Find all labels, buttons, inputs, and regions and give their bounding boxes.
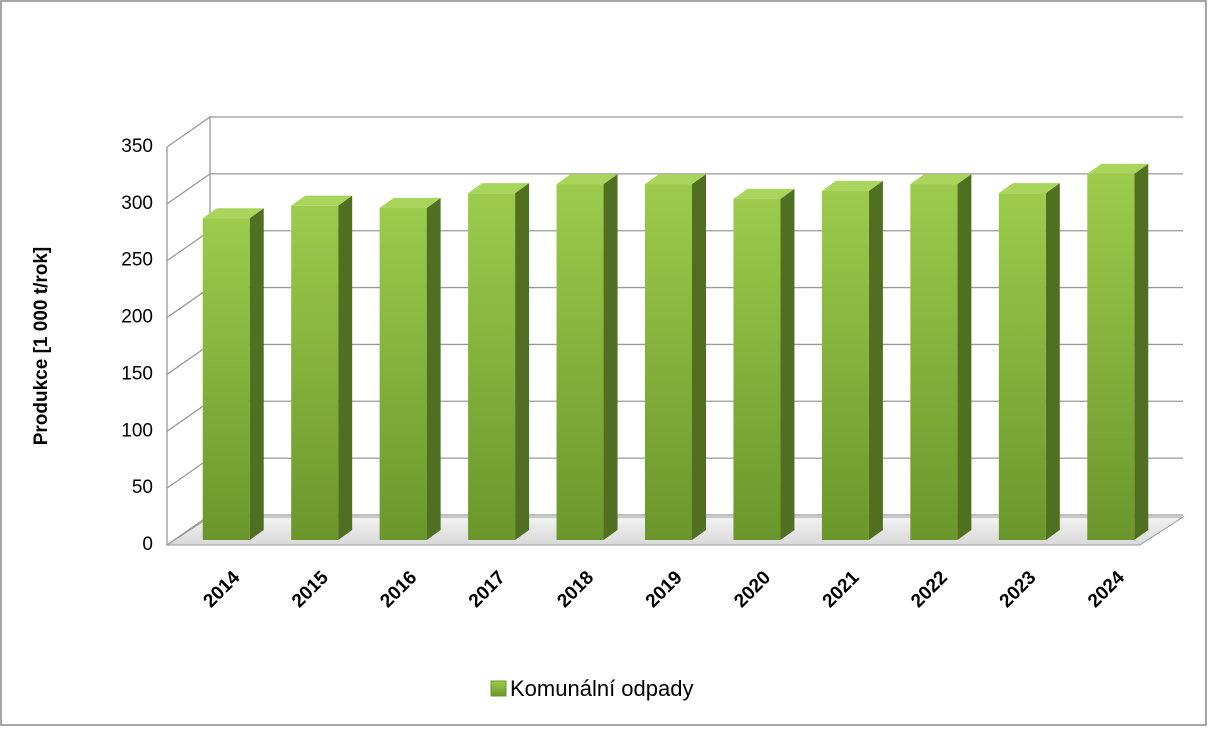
bar-top: [1087, 163, 1149, 174]
bar-front: [821, 190, 869, 540]
bar-top: [202, 208, 264, 219]
bar-side: [780, 188, 795, 540]
bar-front: [1087, 173, 1135, 540]
bar-top: [468, 183, 530, 194]
bar-front: [645, 184, 692, 540]
bar-front: [202, 218, 250, 540]
bar: [733, 188, 795, 540]
bar-top: [379, 197, 441, 208]
bar-side: [515, 183, 530, 540]
bar-top: [821, 180, 883, 191]
y-tick-label: 100: [121, 420, 153, 441]
y-tick-label: 350: [121, 136, 153, 157]
bar: [202, 208, 264, 540]
bar-top: [645, 174, 706, 185]
bar-side: [957, 174, 972, 540]
bar: [821, 180, 883, 540]
y-tick-label: 150: [121, 363, 153, 384]
bar-side: [1045, 183, 1060, 540]
bar-front: [998, 193, 1046, 540]
y-axis-title: Produkce [1 000 t/rok]: [31, 247, 52, 446]
y-tick-label: 300: [121, 193, 153, 214]
y-tick-label: 50: [132, 477, 153, 498]
grid-line: [166, 116, 1183, 148]
bar: [291, 195, 353, 540]
bar-side: [868, 180, 883, 540]
bar-front: [910, 184, 958, 540]
bar: [379, 197, 441, 540]
bar-front: [556, 184, 604, 540]
bar-front: [733, 198, 781, 540]
bar-side: [338, 195, 353, 540]
bar-top: [733, 188, 795, 199]
legend-label: Komunální odpady: [510, 676, 693, 701]
bar-front: [468, 193, 516, 540]
legend-swatch: [490, 680, 507, 697]
bar-top: [998, 183, 1060, 194]
y-tick-label: 200: [121, 307, 153, 328]
grid-line: [166, 173, 1183, 205]
bar: [556, 174, 618, 540]
bar-side: [249, 208, 264, 540]
bar-side: [603, 174, 618, 540]
bar-side: [426, 197, 441, 540]
y-tick-label: 250: [121, 250, 153, 271]
bar-front: [291, 205, 339, 540]
bar-side: [692, 174, 706, 540]
bar: [645, 174, 706, 540]
bar: [998, 183, 1060, 540]
bar-front: [379, 207, 427, 540]
bar-side: [1134, 163, 1149, 540]
bar: [1087, 163, 1149, 540]
bar-top: [556, 174, 618, 185]
bar-top: [291, 195, 353, 206]
bar: [468, 183, 530, 540]
bar: [910, 174, 972, 540]
y-tick-label: 0: [142, 534, 153, 555]
bar-top: [910, 174, 972, 185]
